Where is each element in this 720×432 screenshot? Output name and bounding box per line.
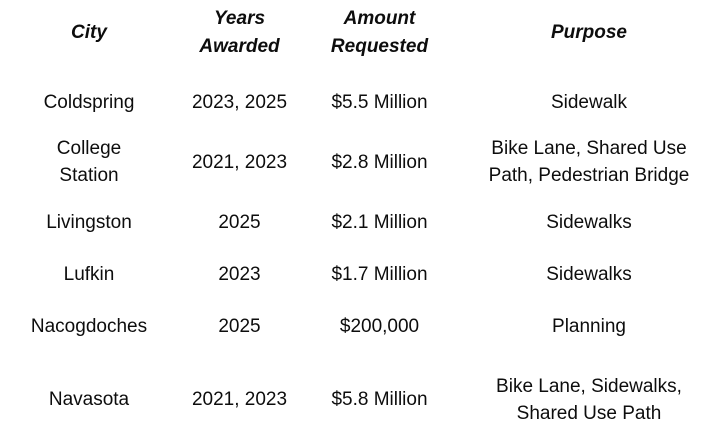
cell-city: Livingston [46,211,132,233]
cell-amount-requested: $2.1 Million [331,211,428,233]
table-row-college-station: College Station 2021, 2023 $2.8 Million … [0,128,720,196]
cell-years-awarded: 2023, 2025 [191,91,288,113]
cell-city: College Station [56,138,122,186]
cell-amount-requested: $1.7 Million [331,263,428,285]
cell-purpose: Sidewalks [546,263,632,285]
cell-purpose: Sidewalk [550,91,628,113]
cell-city: Coldspring [43,91,135,113]
cell-purpose: Sidewalks [546,211,632,233]
cell-city: Lufkin [63,263,115,285]
table-row-navasota: Navasota 2021, 2023 $5.8 Million Bike La… [0,352,720,432]
cell-amount-requested: $2.8 Million [331,151,428,173]
cell-amount-requested: $5.5 Million [331,91,428,113]
cell-years-awarded: 2023 [218,263,261,285]
table-row-nacogdoches: Nacogdoches 2025 $200,000 Planning [0,300,720,352]
cell-purpose: Bike Lane, Shared Use Path, Pedestrian B… [488,138,690,186]
column-header-purpose: Purpose [550,21,628,43]
cell-purpose: Bike Lane, Sidewalks, Shared Use Path [496,375,682,424]
cell-amount-requested: $5.8 Million [331,389,428,410]
table-row-livingston: Livingston 2025 $2.1 Million Sidewalks [0,196,720,248]
column-header-amount-requested: Amount Requested [330,7,429,57]
table-header-row: City Years Awarded Amount Requested Purp… [0,0,720,76]
column-header-years-awarded: Years Awarded [199,7,280,57]
table-row-lufkin: Lufkin 2023 $1.7 Million Sidewalks [0,248,720,300]
cell-city: Navasota [48,389,130,410]
table-row-coldspring: Coldspring 2023, 2025 $5.5 Million Sidew… [0,76,720,128]
column-header-city: City [71,21,107,43]
cell-purpose: Planning [552,315,626,337]
cell-years-awarded: 2021, 2023 [191,151,288,173]
cell-city: Nacogdoches [30,315,148,337]
cell-years-awarded: 2025 [218,211,261,233]
cell-years-awarded: 2021, 2023 [191,389,288,410]
cell-years-awarded: 2025 [218,315,261,337]
cell-amount-requested: $200,000 [339,315,420,337]
